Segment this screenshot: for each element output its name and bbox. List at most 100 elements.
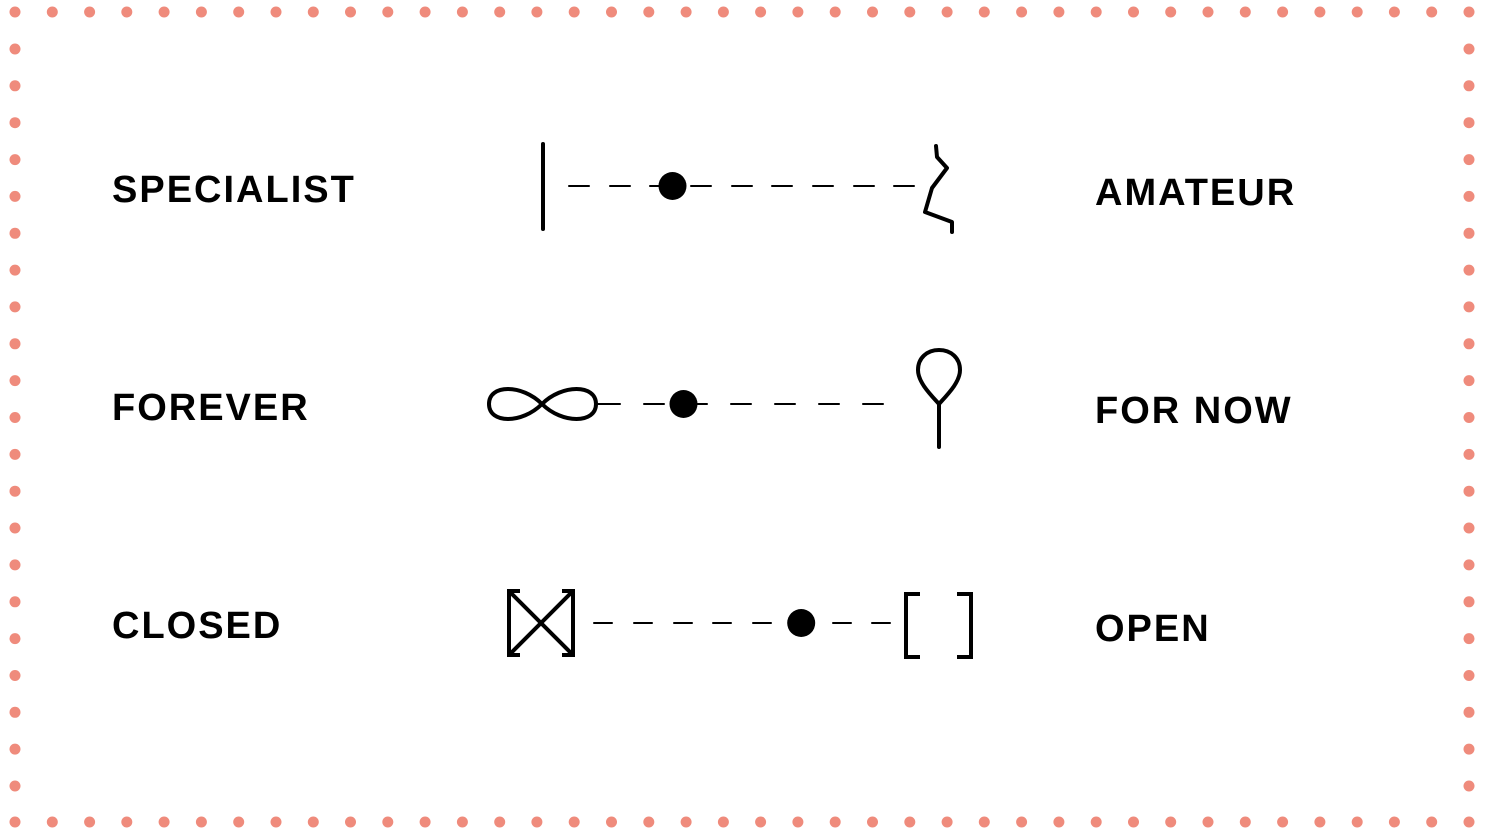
- border-dot: [1463, 80, 1475, 92]
- border-dot: [1463, 706, 1475, 718]
- border-dot: [494, 816, 506, 828]
- border-dot: [307, 816, 319, 828]
- border-dot: [1202, 6, 1214, 18]
- border-dot: [9, 670, 21, 681]
- spectrum-row-1: [541, 142, 954, 234]
- border-dot: [829, 816, 841, 828]
- border-dot: [345, 816, 356, 828]
- border-dot: [1016, 6, 1028, 18]
- right-label-for-now: FOR NOW: [1095, 390, 1293, 432]
- border-dot: [1463, 633, 1475, 645]
- left-label-forever: FOREVER: [112, 387, 310, 429]
- border-dot: [1463, 227, 1475, 239]
- border-dot: [1463, 6, 1475, 18]
- border-dot: [941, 816, 953, 828]
- border-dot: [1463, 264, 1475, 276]
- border-dot: [9, 596, 21, 608]
- border-dot: [9, 301, 21, 313]
- border-dot: [1463, 670, 1475, 681]
- spectrum-marker-3: [787, 609, 816, 637]
- border-dot: [1463, 154, 1475, 166]
- border-dot: [9, 816, 21, 828]
- closed-box-icon: [507, 589, 575, 657]
- infinity-icon: [487, 387, 598, 421]
- border-dot: [1016, 816, 1028, 828]
- border-dot: [755, 816, 767, 828]
- border-dot: [9, 43, 21, 55]
- border-dot: [419, 6, 431, 18]
- border-dot: [829, 6, 841, 18]
- border-dot: [9, 743, 21, 755]
- border-dot: [345, 6, 356, 18]
- border-dot: [9, 227, 21, 239]
- border-dot: [1165, 6, 1177, 18]
- open-brackets-icon: [904, 592, 973, 659]
- border-dot: [9, 154, 21, 166]
- border-dot: [1128, 6, 1139, 18]
- border-dot: [792, 6, 804, 18]
- border-dot: [382, 816, 394, 828]
- border-dot: [9, 190, 21, 202]
- border-dot: [9, 264, 21, 276]
- border-dot: [1463, 596, 1475, 608]
- border-dot: [158, 816, 170, 828]
- border-dot: [680, 816, 692, 828]
- border-dot: [1165, 816, 1177, 828]
- border-dot: [9, 80, 21, 92]
- border-dot: [1463, 743, 1475, 755]
- border-dot: [904, 816, 916, 828]
- border-dot: [1426, 816, 1438, 828]
- border-dot: [792, 816, 804, 828]
- border-dot: [456, 816, 468, 828]
- border-dot: [1463, 117, 1475, 129]
- border-dot: [1277, 816, 1289, 828]
- border-dot: [643, 6, 655, 18]
- right-label-open: OPEN: [1095, 608, 1211, 650]
- border-dot: [494, 6, 506, 18]
- border-dot: [1463, 301, 1475, 313]
- border-dot: [456, 6, 468, 18]
- left-label-closed: CLOSED: [112, 605, 283, 647]
- border-dot: [270, 816, 282, 828]
- border-dot: [531, 6, 543, 18]
- border-dot: [9, 559, 21, 571]
- border-dot: [158, 6, 170, 18]
- spectrum-marker-1: [658, 172, 687, 200]
- border-dot: [1351, 816, 1363, 828]
- border-dot: [1463, 522, 1475, 534]
- border-dot: [1388, 816, 1400, 828]
- balloon-icon: [916, 348, 962, 449]
- border-dot: [1277, 6, 1289, 18]
- border-dot: [904, 6, 916, 18]
- border-dot: [382, 6, 394, 18]
- border-dot: [1202, 816, 1214, 828]
- border-dot: [419, 816, 431, 828]
- border-dot: [1351, 6, 1363, 18]
- border-dot: [978, 816, 990, 828]
- border-dot: [121, 6, 133, 18]
- border-dot: [9, 412, 21, 423]
- border-dot: [270, 6, 282, 18]
- border-dot: [195, 816, 207, 828]
- border-dot: [643, 816, 655, 828]
- border-dot: [867, 6, 878, 18]
- border-dot: [568, 816, 580, 828]
- border-dot: [1463, 780, 1475, 792]
- border-dot: [941, 6, 953, 18]
- border-dot: [1463, 375, 1475, 387]
- border-dot: [84, 6, 96, 18]
- border-dot: [1388, 6, 1400, 18]
- border-dot: [606, 6, 617, 18]
- border-dot: [9, 375, 21, 387]
- border-dot: [1463, 190, 1475, 202]
- border-dot: [1314, 6, 1326, 18]
- border-dot: [1239, 6, 1251, 18]
- right-label-amateur: AMATEUR: [1095, 172, 1297, 214]
- border-dot: [1128, 816, 1139, 828]
- border-dot: [1463, 448, 1475, 460]
- border-dot: [9, 117, 21, 129]
- left-label-specialist: SPECIALIST: [112, 169, 356, 211]
- border-dot: [1463, 43, 1475, 55]
- spectrum-row-3: [507, 589, 973, 659]
